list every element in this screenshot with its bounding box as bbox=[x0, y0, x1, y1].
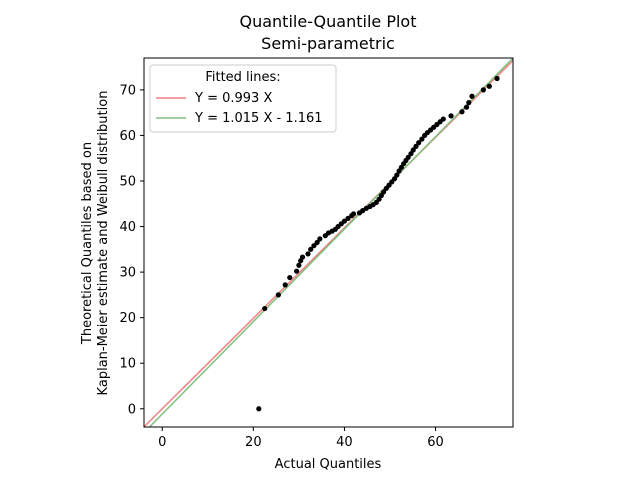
chart-title: Quantile-Quantile Plot bbox=[240, 12, 417, 31]
data-point-20 bbox=[341, 218, 348, 224]
data-point-42 bbox=[405, 154, 411, 160]
data-point-47 bbox=[419, 136, 425, 142]
legend-title: Fitted lines: bbox=[205, 70, 280, 85]
y-tick-label: 60 bbox=[119, 129, 136, 144]
y-tick-label: 30 bbox=[119, 266, 136, 281]
data-point-32 bbox=[381, 189, 387, 195]
legend-box bbox=[149, 64, 337, 133]
data-point-9 bbox=[305, 251, 311, 257]
x-tick-label: 40 bbox=[336, 435, 353, 450]
data-point-37 bbox=[394, 172, 400, 178]
data-point-2 bbox=[275, 292, 281, 298]
data-point-1 bbox=[262, 305, 268, 312]
y-axis-label-line-2: Kaplan-Meier estimate and Weibull distri… bbox=[96, 91, 111, 396]
x-axis-label: Actual Quantiles bbox=[275, 457, 382, 472]
fit-line-0 bbox=[144, 59, 513, 427]
data-point-58 bbox=[466, 100, 472, 106]
data-point-61 bbox=[486, 83, 492, 89]
data-point-46 bbox=[416, 140, 422, 146]
plot-frame bbox=[143, 57, 514, 428]
data-point-55 bbox=[448, 113, 454, 119]
y-tick-label: 50 bbox=[119, 175, 136, 190]
data-point-13 bbox=[317, 236, 323, 242]
data-point-60 bbox=[480, 87, 486, 93]
y-tick-label: 40 bbox=[119, 220, 136, 235]
y-axis-label-line-1: Theoretical Quantiles based on bbox=[80, 142, 95, 345]
legend-label-red: Y = 0.993 X bbox=[194, 91, 272, 106]
data-point-5 bbox=[294, 268, 300, 274]
data-point-10 bbox=[308, 246, 314, 252]
data-point-12 bbox=[314, 239, 320, 246]
data-point-54 bbox=[440, 116, 446, 122]
data-point-59 bbox=[469, 93, 475, 99]
data-points bbox=[256, 75, 500, 412]
chart-subtitle: Semi-parametric bbox=[261, 34, 395, 53]
y-tick-label: 20 bbox=[119, 311, 136, 326]
fit-lines bbox=[144, 58, 513, 427]
legend: Fitted lines: Y = 0.993 X Y = 1.015 X - … bbox=[149, 64, 337, 133]
data-point-56 bbox=[459, 109, 465, 115]
data-point-8 bbox=[299, 254, 306, 260]
x-tick-label: 60 bbox=[427, 435, 444, 450]
x-tick-label: 20 bbox=[245, 435, 262, 450]
y-tick-label: 10 bbox=[119, 357, 136, 372]
data-point-3 bbox=[282, 282, 288, 288]
fit-line-1 bbox=[148, 58, 513, 427]
data-point-62 bbox=[494, 75, 500, 82]
x-axis-ticks: 0 20 40 60 bbox=[158, 427, 444, 450]
data-point-45 bbox=[413, 143, 419, 149]
data-point-4 bbox=[287, 274, 293, 281]
y-axis-ticks: 0 10 20 30 40 50 60 70 bbox=[119, 83, 144, 417]
data-point-57 bbox=[463, 104, 470, 110]
data-point-6 bbox=[296, 262, 302, 268]
data-point-11 bbox=[311, 243, 317, 249]
data-point-44 bbox=[410, 147, 416, 153]
y-tick-label: 70 bbox=[119, 83, 136, 98]
y-tick-label: 0 bbox=[128, 402, 136, 417]
data-point-21 bbox=[345, 215, 351, 221]
x-tick-label: 0 bbox=[158, 435, 166, 450]
legend-label-green: Y = 1.015 X - 1.161 bbox=[194, 111, 323, 126]
data-point-23 bbox=[350, 211, 357, 217]
data-point-0 bbox=[256, 406, 262, 412]
